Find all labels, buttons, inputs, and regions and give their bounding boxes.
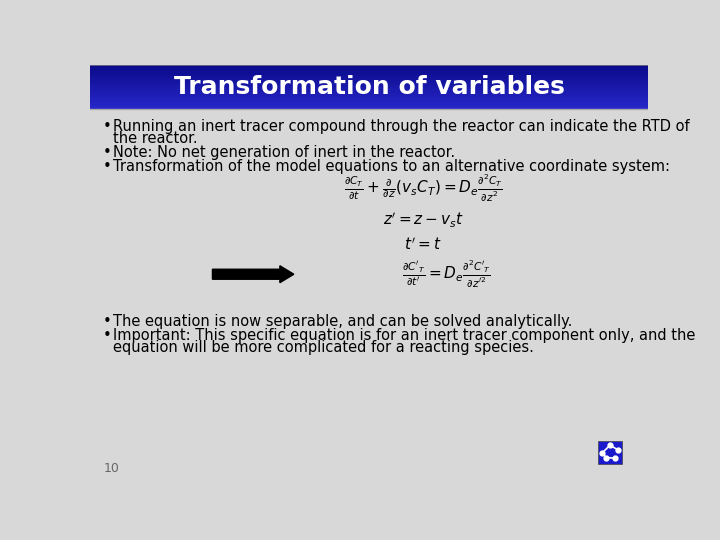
Text: Transformation of variables: Transformation of variables	[174, 75, 564, 99]
Bar	[90, 70, 648, 72]
Bar	[90, 107, 648, 109]
Bar	[90, 87, 648, 89]
Text: •: •	[102, 314, 111, 329]
Text: •: •	[102, 145, 111, 160]
Text: Transformation of the model equations to an alternative coordinate system:: Transformation of the model equations to…	[113, 159, 670, 174]
Bar	[90, 82, 648, 83]
Text: Note: No net generation of inert in the reactor.: Note: No net generation of inert in the …	[113, 145, 455, 160]
Bar	[90, 67, 648, 69]
Text: $\frac{\partial C_T}{\partial t} + \frac{\partial}{\partial z}(v_s C_T) = D_e \f: $\frac{\partial C_T}{\partial t} + \frac…	[344, 172, 503, 204]
Bar	[90, 86, 648, 87]
Bar	[90, 69, 648, 71]
Bar	[90, 74, 648, 75]
Text: Running an inert tracer compound through the reactor can indicate the RTD of: Running an inert tracer compound through…	[113, 119, 690, 134]
Bar	[90, 75, 648, 76]
Bar	[90, 72, 648, 74]
Bar	[90, 77, 648, 79]
Bar	[90, 100, 648, 102]
Text: •: •	[102, 119, 111, 134]
Bar	[90, 109, 648, 110]
Text: Important: This specific equation is for an inert tracer component only, and the: Important: This specific equation is for…	[113, 328, 696, 343]
Bar	[90, 103, 648, 104]
Bar	[90, 93, 648, 94]
Bar	[90, 95, 648, 97]
Bar	[90, 66, 648, 68]
Bar	[90, 94, 648, 96]
Bar	[90, 106, 648, 107]
Bar	[90, 102, 648, 103]
Text: •: •	[102, 328, 111, 343]
Bar	[90, 99, 648, 101]
Bar	[90, 71, 648, 73]
Bar	[90, 97, 648, 99]
FancyArrow shape	[212, 266, 294, 283]
Bar	[90, 88, 648, 90]
Bar	[90, 65, 648, 66]
Text: •: •	[102, 159, 111, 174]
Bar	[90, 68, 648, 70]
Bar	[90, 110, 648, 481]
Bar	[90, 98, 648, 100]
Text: $t' = t$: $t' = t$	[405, 237, 442, 253]
Bar	[90, 89, 648, 91]
Text: equation will be more complicated for a reacting species.: equation will be more complicated for a …	[113, 340, 534, 355]
Bar	[90, 79, 648, 81]
Text: the reactor.: the reactor.	[113, 131, 198, 146]
Text: 10: 10	[104, 462, 120, 475]
Text: The equation is now separable, and can be solved analytically.: The equation is now separable, and can b…	[113, 314, 572, 329]
Bar	[90, 83, 648, 84]
Bar	[90, 84, 648, 85]
Bar	[90, 78, 648, 80]
Bar	[90, 92, 648, 93]
Bar	[90, 96, 648, 98]
Bar	[90, 80, 648, 82]
Bar	[90, 76, 648, 77]
Bar	[90, 85, 648, 86]
Bar	[90, 104, 648, 105]
Bar	[90, 91, 648, 92]
Bar	[90, 105, 648, 106]
Text: $\frac{\partial C'_T}{\partial t'} = D_e \frac{\partial^2 C'_T}{\partial z'^{2}}: $\frac{\partial C'_T}{\partial t'} = D_e…	[402, 259, 491, 290]
Text: $z' = z - v_s t$: $z' = z - v_s t$	[383, 211, 464, 230]
Bar	[598, 441, 621, 464]
